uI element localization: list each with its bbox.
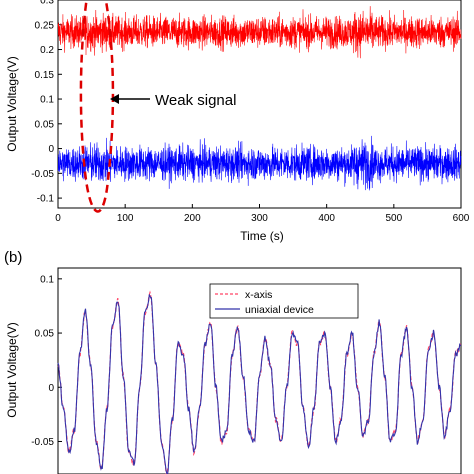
panel-b-y-axis-label: Output Voltage(V)	[5, 322, 19, 417]
x-tick-label: 400	[318, 213, 335, 224]
y-tick-label: -0.05	[31, 437, 54, 448]
y-tick-label: 0.05	[35, 119, 55, 130]
y-tick-label: 0.1	[40, 274, 54, 285]
weak-signal-arrow-head	[110, 94, 119, 104]
panel-a-x-ticks: 0 100 200 300 400 500 600	[55, 204, 470, 224]
panel-a-y-axis-label: Output Voltage(V)	[5, 56, 19, 151]
x-tick-label: 500	[385, 213, 402, 224]
y-tick-label: 0.2	[40, 45, 54, 56]
panel-b-series	[57, 290, 462, 474]
panel-a-series	[57, 6, 462, 191]
panel-a-y-ticks: -0.1 -0.05 0 0.05 0.1 0.15 0.2 0.25 0.3	[31, 0, 62, 205]
x-tick-label: 200	[184, 213, 201, 224]
panel-b-legend: x-axis uniaxial device	[209, 283, 359, 319]
y-tick-label: 0	[48, 383, 54, 394]
y-tick-label: 0.15	[35, 70, 55, 81]
series-line-blue	[57, 135, 462, 191]
panel-b-plot-area	[57, 267, 462, 474]
legend-box	[209, 283, 359, 319]
y-tick-label: 0.1	[40, 95, 54, 106]
series-line-red	[57, 6, 462, 59]
x-tick-label: 100	[117, 213, 134, 224]
weak-signal-ellipse	[79, 0, 115, 213]
y-tick-label: 0.25	[35, 20, 55, 31]
y-tick-label: 0.3	[40, 0, 54, 7]
legend-label-uniaxial-device: uniaxial device	[245, 304, 314, 316]
legend-label-x-axis: x-axis	[245, 289, 272, 301]
weak-signal-label: Weak signal	[155, 92, 236, 109]
panel-b-label: (b)	[4, 249, 22, 266]
y-tick-label: 0.05	[35, 329, 55, 340]
x-tick-label: 300	[251, 213, 268, 224]
y-tick-label: -0.1	[37, 194, 55, 205]
y-tick-label: 0	[48, 144, 54, 155]
x-tick-label: 600	[453, 213, 470, 224]
panel-b: (b) -0.05 0 0.05 0.1 Output Voltage(V) x-ax…	[4, 249, 462, 474]
x-tick-label: 0	[55, 213, 61, 224]
series-line-uniaxial-device	[57, 294, 462, 474]
series-line-x-axis	[57, 290, 462, 474]
panel-a: -0.1 -0.05 0 0.05 0.1 0.15 0.2 0.25 0.3 0 100 200 3…	[5, 0, 470, 243]
panel-a-x-axis-label: Time (s)	[240, 229, 284, 243]
panel-b-y-ticks: -0.05 0 0.05 0.1	[31, 274, 62, 448]
y-tick-label: -0.05	[31, 169, 54, 180]
